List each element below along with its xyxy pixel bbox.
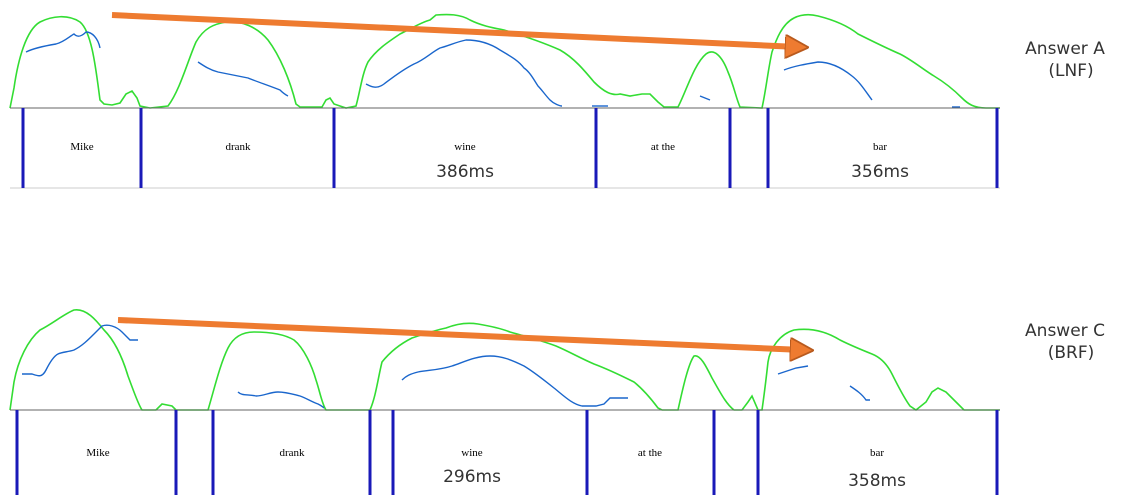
word-label: drank [225, 141, 251, 153]
word-label: at the [651, 141, 675, 153]
word-label: Mike [86, 447, 109, 459]
textgrid-tier: Mike drank wine 296ms at the bar 358ms [10, 409, 1000, 495]
word-duration: 358ms [848, 471, 906, 491]
word-duration: 296ms [443, 467, 501, 487]
pitch-contour [22, 324, 870, 409]
panel-label: Answer C [1025, 321, 1105, 341]
word-label: drank [279, 447, 305, 459]
word-label: at the [638, 447, 662, 459]
word-boundaries [21, 108, 999, 188]
pitch-contour [25, 31, 960, 108]
textgrid-tier: Mike drank wine 386ms at the bar 356ms [10, 107, 1000, 189]
word-duration: 386ms [436, 162, 494, 182]
declination-arrow [111, 12, 798, 47]
declination-arrow [117, 317, 803, 350]
panel-sublabel: (BRF) [1048, 343, 1095, 363]
word-duration: 356ms [851, 162, 909, 182]
word-label: bar [873, 141, 887, 153]
intensity-contour [9, 309, 1000, 411]
panel-sublabel: (LNF) [1048, 61, 1093, 81]
word-label: wine [461, 447, 483, 459]
intensity-contour [9, 13, 1000, 109]
panel-answer-a: Mike drank wine 386ms at the bar 356ms A… [9, 12, 1105, 189]
word-label: wine [454, 141, 476, 153]
panel-label: Answer A [1025, 39, 1105, 59]
panel-answer-c: Mike drank wine 296ms at the bar 358ms A… [9, 309, 1105, 495]
word-label: bar [870, 447, 884, 459]
word-label: Mike [70, 141, 93, 153]
word-boundaries [15, 410, 999, 495]
